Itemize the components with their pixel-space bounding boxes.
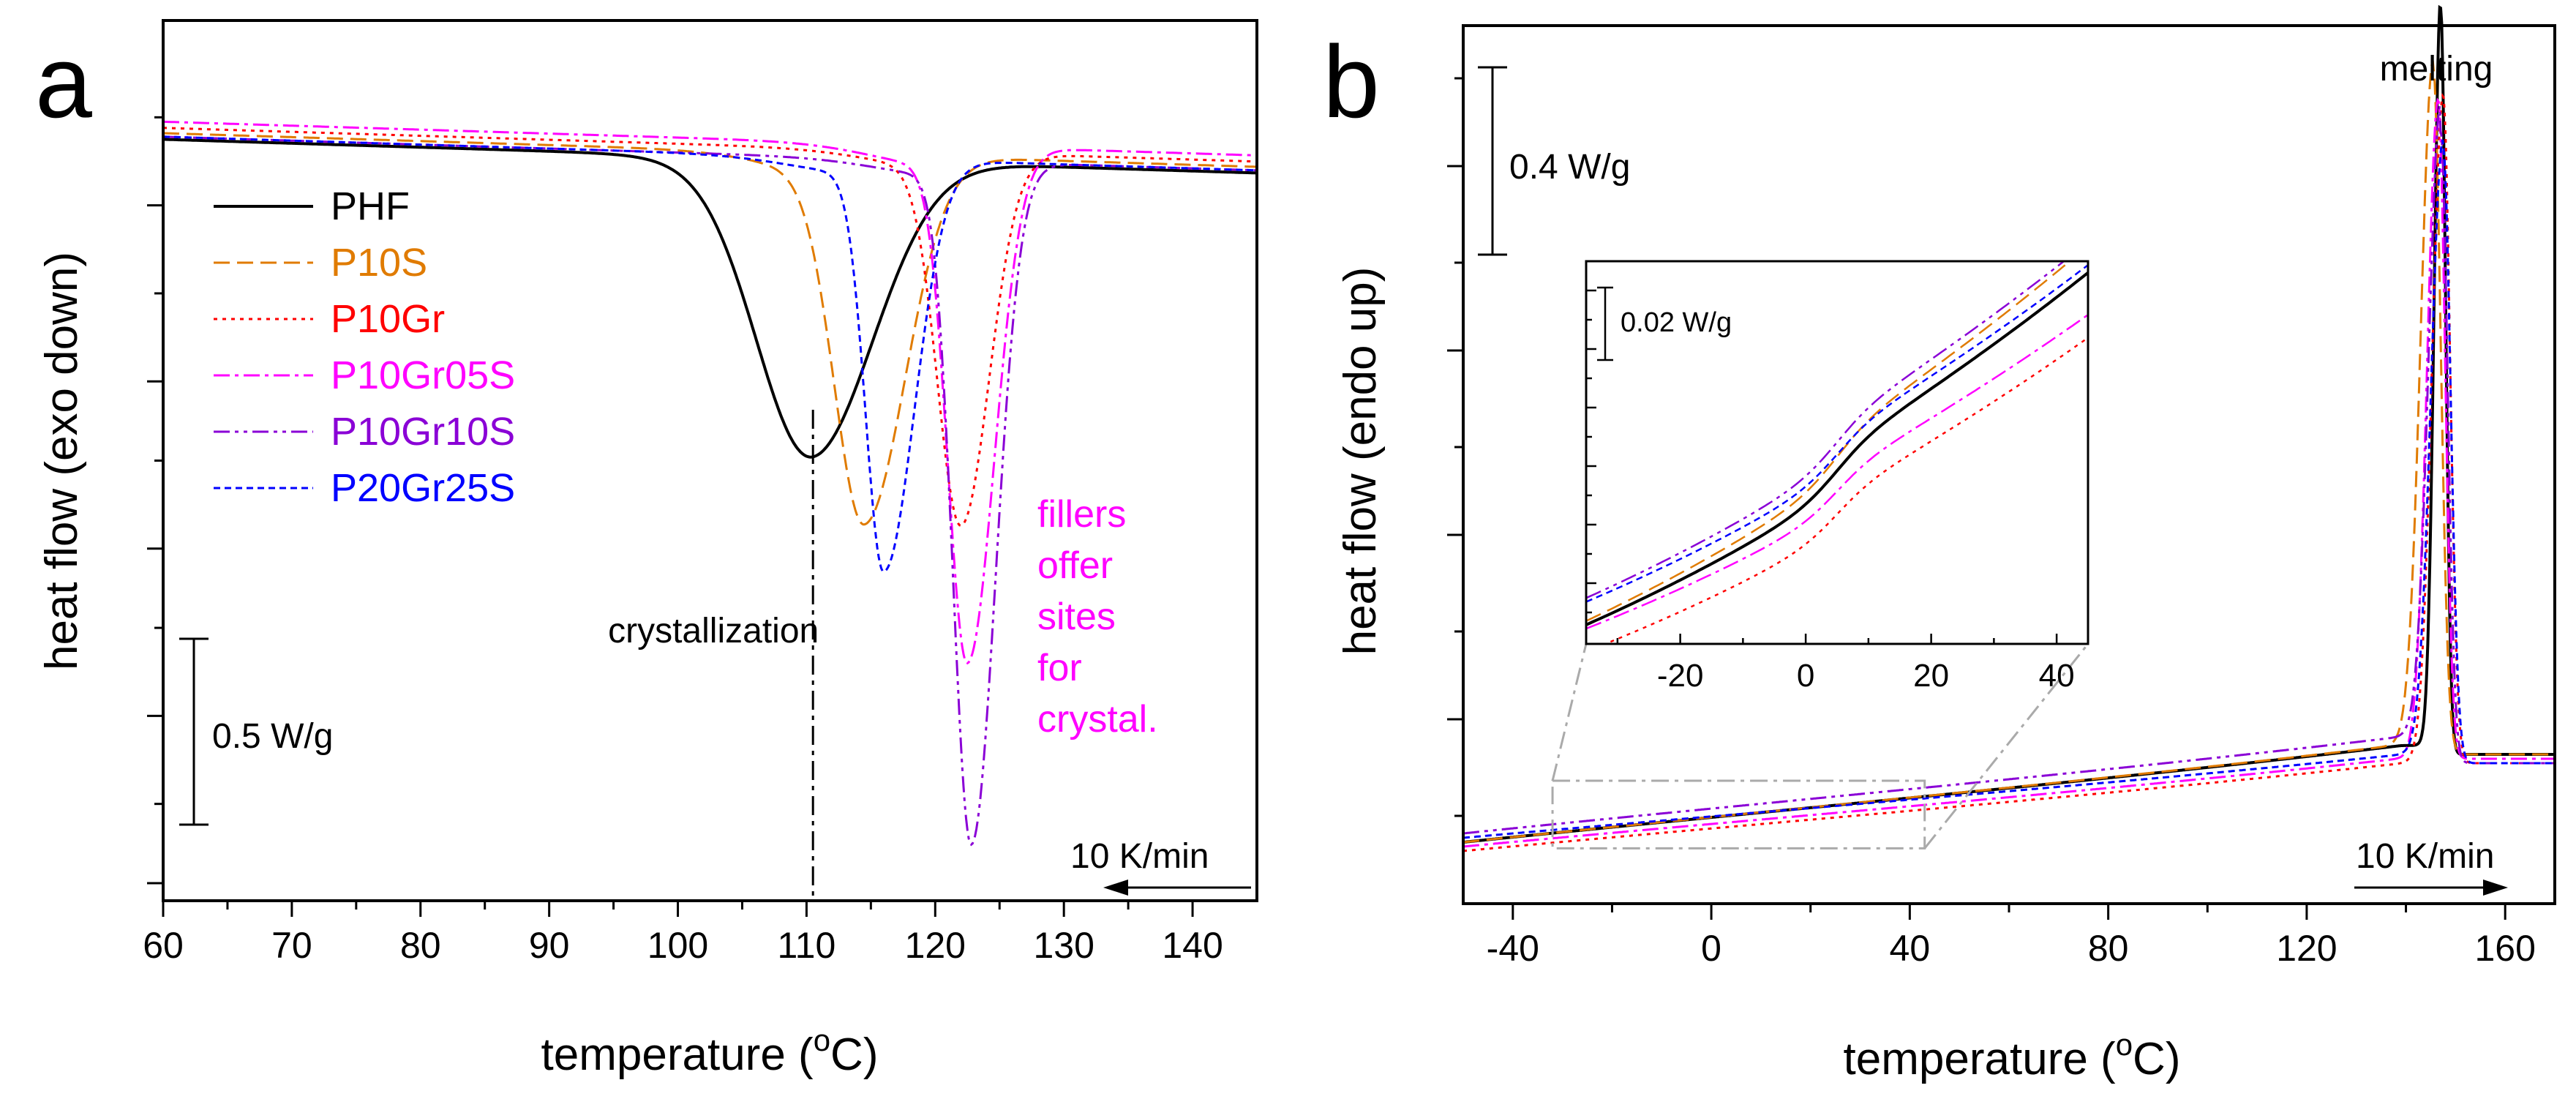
- series-PHF: [162, 138, 1257, 459]
- panel-a-rate-arrow: [1103, 880, 1251, 896]
- inset-connector-left: [1551, 643, 1588, 781]
- panel-b-ylabel: heat flow (endo up): [1335, 267, 1386, 656]
- crystallization-label: crystallization: [608, 612, 819, 650]
- inset-series-P10S: [1586, 261, 2072, 622]
- panel-a-x-tick-labels: 60 70 80 90 100 110 120 130 140: [143, 925, 1223, 966]
- inset-series: [1586, 261, 2088, 644]
- x-tick-label--40: -40: [1487, 928, 1539, 969]
- series-P10Gr05S: [162, 120, 1258, 665]
- panel-a-legend: PHF P10S P10Gr P10Gr05S P10Gr10S P20Gr25S: [214, 184, 515, 510]
- x-tick-label-130: 130: [1033, 925, 1094, 966]
- x-tick-label-110: 110: [778, 925, 836, 966]
- series-P10Gr: [163, 127, 1258, 527]
- inset-series-PHF: [1586, 271, 2088, 626]
- x-tick-label-80: 80: [2088, 928, 2129, 969]
- inset-series-P10Gr10S: [1586, 261, 2066, 599]
- panel-b-scale-bar: [1478, 66, 1507, 256]
- panel-b-xlabel: temperature (oC): [1844, 1027, 2181, 1084]
- panel-a: a 60 70 80 90 100 110 120 130 140 temperature (o…: [35, 19, 1258, 1080]
- x-tick-label-0: 0: [1701, 928, 1721, 969]
- x-tick-label-40: 40: [1890, 928, 1931, 969]
- inset-source-rect: [1551, 779, 1926, 850]
- series-P10Gr10S: [1462, 105, 2555, 835]
- fillers-line-2: offer: [1037, 544, 1113, 587]
- panel-b-rate-label: 10 K/min: [2356, 837, 2494, 876]
- panel-b-letter: b: [1323, 24, 1380, 139]
- panel-b-series: [1462, 4, 2555, 852]
- x-tick-label-80: 80: [400, 925, 441, 966]
- inset-series-P10Gr: [1602, 337, 2088, 644]
- panel-b-rate-arrow: [2354, 880, 2508, 896]
- panel-a-ylabel: heat flow (exo down): [37, 252, 87, 670]
- x-tick-label-100: 100: [647, 925, 708, 966]
- panel-b-frame: [1462, 24, 2556, 905]
- series-P10S: [163, 132, 1258, 526]
- legend-label-P10S: P10S: [331, 241, 427, 285]
- panel-b-ticks: [1447, 77, 2506, 920]
- inset-x-tick-label-0: 0: [1797, 658, 1814, 694]
- fillers-line-5: crystal.: [1037, 698, 1158, 740]
- panel-a-scale-bar: [179, 637, 209, 826]
- series-P10Gr05S: [1462, 97, 2555, 848]
- fillers-line-4: for: [1037, 647, 1082, 689]
- inset-series-P20Gr25S: [1586, 264, 2088, 603]
- panel-b: b -40 0 40 80 120 160 temperature (oC) heat f…: [1323, 4, 2556, 1084]
- legend-label-P10Gr05S: P10Gr05S: [331, 353, 515, 397]
- panel-a-frame: [162, 19, 1258, 902]
- x-tick-label-70: 70: [271, 925, 312, 966]
- series-P10S: [1462, 60, 2555, 844]
- inset-x-tick-label--20: -20: [1657, 658, 1704, 694]
- inset-plot: -20 0 20 40 0.02 W/g: [1585, 260, 2089, 694]
- panel-a-scale-bar-label: 0.5 W/g: [212, 717, 333, 756]
- inset-source-box: [1551, 643, 2089, 850]
- inset-x-tick-label-40: 40: [2039, 658, 2075, 694]
- series-P20Gr25S: [1462, 139, 2555, 839]
- legend-label-P20Gr25S: P20Gr25S: [331, 466, 515, 510]
- inset-scale-bar: [1597, 286, 1613, 361]
- panel-b-x-tick-labels: -40 0 40 80 120 160: [1487, 928, 2536, 969]
- panel-a-ticks: [147, 116, 1194, 917]
- fillers-line-1: fillers: [1037, 493, 1126, 536]
- inset-scale-bar-label: 0.02 W/g: [1621, 307, 1732, 338]
- fillers-annotation: fillers offer sites for crystal.: [1037, 493, 1158, 740]
- legend-label-PHF: PHF: [331, 184, 410, 228]
- panel-a-xlabel: temperature (oC): [541, 1023, 879, 1080]
- x-tick-label-60: 60: [143, 925, 184, 966]
- x-tick-label-120: 120: [2276, 928, 2337, 969]
- inset-frame: [1585, 260, 2089, 645]
- inset-x-tick-labels: -20 0 20 40: [1657, 658, 2075, 694]
- inset-x-tick-label-20: 20: [1913, 658, 1949, 694]
- panel-a-series: [162, 120, 1258, 847]
- x-tick-label-90: 90: [529, 925, 570, 966]
- x-tick-label-160: 160: [2474, 928, 2535, 969]
- legend-label-P10Gr10S: P10Gr10S: [331, 410, 515, 454]
- legend-label-P10Gr: P10Gr: [331, 297, 445, 341]
- inset-series-P10Gr05S: [1586, 314, 2088, 630]
- panel-b-scale-bar-label: 0.4 W/g: [1509, 148, 1630, 187]
- melting-label: melting: [2380, 50, 2493, 89]
- panel-a-rate-label: 10 K/min: [1070, 837, 1209, 876]
- panel-a-letter: a: [35, 24, 92, 139]
- fillers-line-3: sites: [1037, 596, 1116, 638]
- x-tick-label-120: 120: [905, 925, 966, 966]
- inset-ticks: [1586, 289, 2058, 644]
- inset-connector-right: [1923, 643, 2089, 850]
- x-tick-label-140: 140: [1162, 925, 1223, 966]
- series-P20Gr25S: [162, 135, 1257, 573]
- series-P10Gr: [1462, 93, 2555, 852]
